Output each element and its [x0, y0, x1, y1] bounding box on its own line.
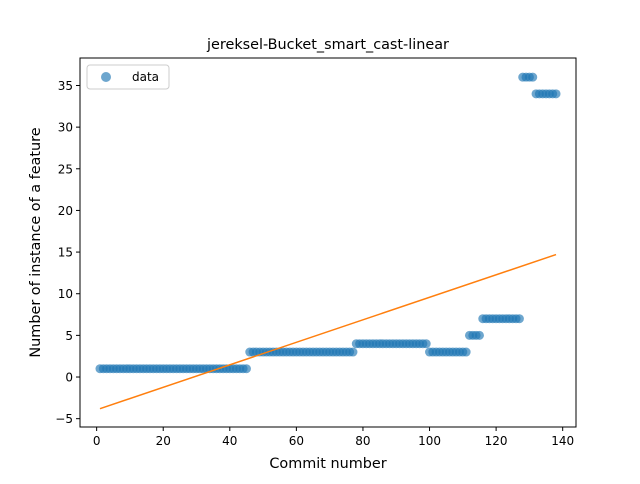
data-point: [528, 72, 538, 82]
x-tick-label: 100: [418, 434, 441, 448]
x-tick-label: 20: [156, 434, 171, 448]
data-point: [241, 364, 251, 374]
data-point: [421, 339, 431, 349]
fit-line: [99, 253, 557, 410]
legend-marker-data: [101, 72, 111, 82]
y-axis-label: Number of instance of a feature: [28, 127, 44, 357]
x-tick-label: 120: [485, 434, 508, 448]
y-tick-label: 0: [65, 371, 73, 385]
y-tick-label: 20: [58, 204, 73, 218]
data-point: [348, 347, 358, 357]
x-axis-ticks: 0 20 40 60 80 100 120 140: [93, 427, 574, 448]
data-point: [474, 330, 484, 340]
y-tick-label: 30: [58, 121, 73, 135]
data-point: [514, 314, 524, 324]
x-tick-label: 80: [355, 434, 370, 448]
y-axis-ticks: −5 0 5 10 15 20 25 30 35: [55, 79, 80, 426]
x-tick-label: 0: [93, 434, 101, 448]
y-tick-label: 25: [58, 162, 73, 176]
data-point: [461, 347, 471, 357]
y-tick-label: −5: [55, 412, 73, 426]
legend: data: [86, 64, 170, 90]
y-tick-label: 15: [58, 246, 73, 260]
axes-frame: [79, 57, 577, 428]
y-tick-label: 5: [65, 329, 73, 343]
y-tick-label: 10: [58, 287, 73, 301]
legend-label-data: data: [132, 70, 159, 84]
x-tick-label: 140: [551, 434, 574, 448]
x-tick-label: 60: [289, 434, 304, 448]
chart-title: jereksel-Bucket_smart_cast-linear: [206, 37, 449, 53]
x-axis-label: Commit number: [269, 456, 386, 472]
plot-content: [95, 72, 561, 410]
y-tick-label: 35: [58, 79, 73, 93]
data-point: [551, 89, 561, 99]
legend-box: [86, 64, 170, 90]
x-tick-label: 40: [222, 434, 237, 448]
